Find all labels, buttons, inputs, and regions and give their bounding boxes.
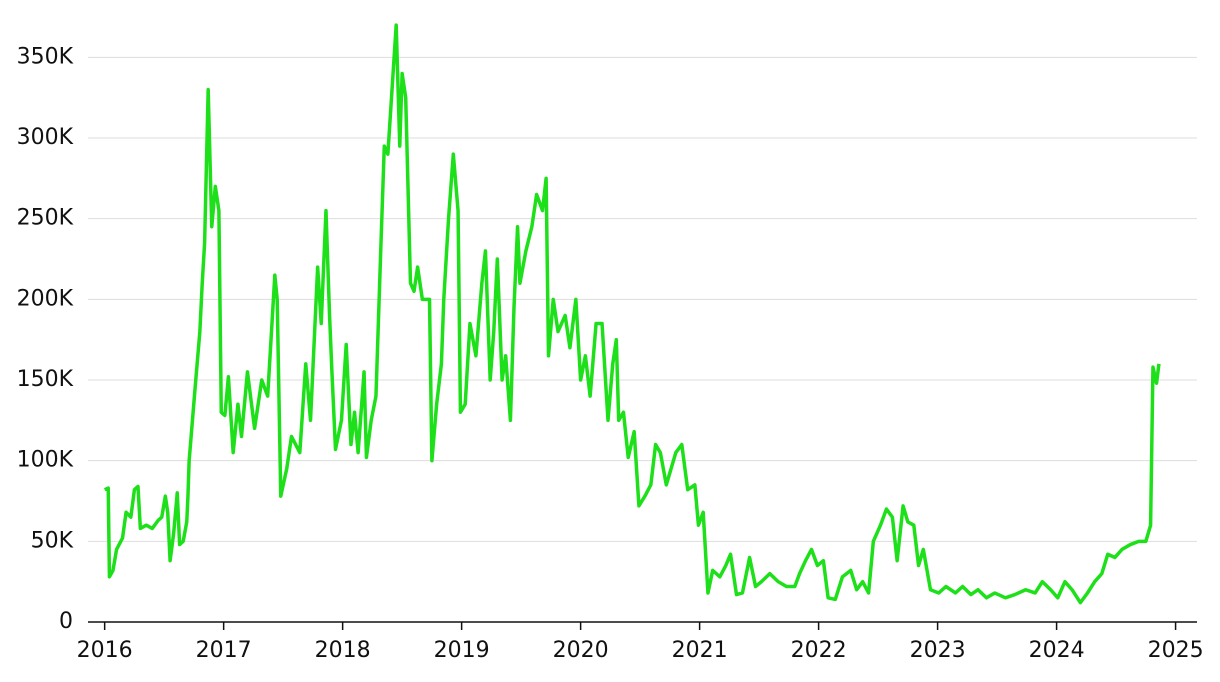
- y-tick-label: 150K: [17, 367, 74, 392]
- y-tick-label: 250K: [17, 206, 74, 231]
- x-tick-label: 2018: [315, 638, 371, 663]
- x-tick-label: 2023: [910, 638, 966, 663]
- data-line: [103, 23, 1161, 605]
- y-tick-label: 200K: [17, 286, 74, 311]
- x-tick-label: 2020: [553, 638, 609, 663]
- x-tick-label: 2022: [791, 638, 847, 663]
- x-tick-label: 2016: [77, 638, 133, 663]
- y-tick-label: 50K: [31, 528, 74, 553]
- x-tick-label: 2025: [1148, 638, 1204, 663]
- y-tick-label: 300K: [17, 125, 74, 150]
- y-tick-label: 0: [59, 609, 73, 634]
- x-tick-label: 2019: [434, 638, 490, 663]
- x-tick-label: 2021: [672, 638, 728, 663]
- x-tick-label: 2024: [1029, 638, 1085, 663]
- y-tick-label: 100K: [17, 448, 74, 473]
- x-tick-label: 2017: [196, 638, 252, 663]
- y-tick-label: 350K: [17, 44, 74, 69]
